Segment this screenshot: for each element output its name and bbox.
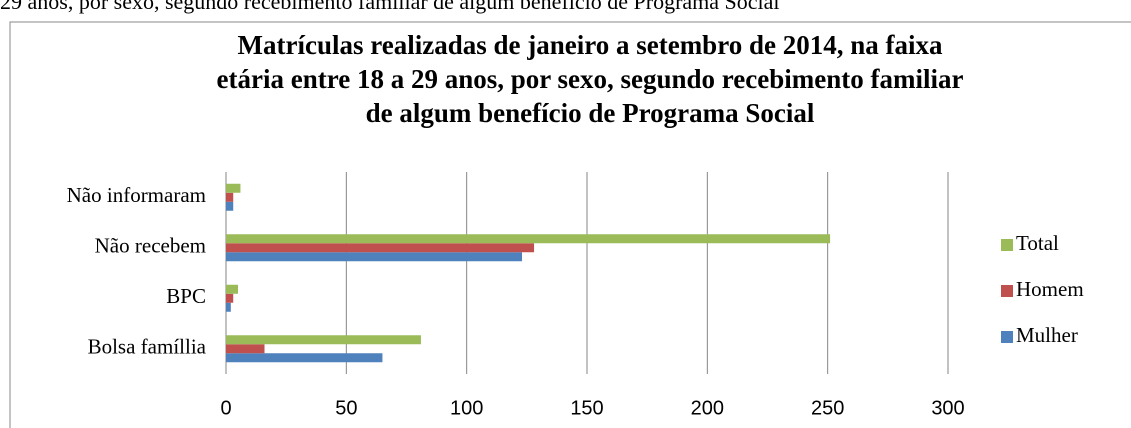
x-tick-label: 200 bbox=[691, 397, 724, 419]
x-tick-label: 250 bbox=[811, 397, 844, 419]
bar bbox=[226, 284, 239, 294]
bar bbox=[226, 201, 234, 211]
bar bbox=[226, 335, 421, 345]
bar bbox=[226, 344, 265, 354]
bar bbox=[226, 293, 234, 303]
bar bbox=[226, 234, 831, 244]
chart-frame bbox=[9, 21, 1131, 428]
bar bbox=[226, 302, 231, 312]
bar bbox=[226, 252, 523, 262]
chart-title: Matrículas realizadas de janeiro a setem… bbox=[238, 30, 943, 60]
bar bbox=[226, 243, 535, 253]
y-tick-label: Bolsa famíllia bbox=[88, 335, 207, 359]
x-tick-label: 0 bbox=[220, 397, 231, 419]
legend-label: Homem bbox=[1016, 277, 1084, 301]
chart-title: de algum benefício de Programa Social bbox=[366, 98, 815, 128]
x-tick-label: 100 bbox=[450, 397, 483, 419]
x-tick-label: 50 bbox=[335, 397, 357, 419]
y-tick-label: Não informaram bbox=[67, 183, 206, 207]
bar bbox=[226, 353, 383, 363]
y-tick-label: Não recebem bbox=[95, 234, 206, 258]
bar bbox=[226, 192, 234, 202]
caption: 29 anos, por sexo, segundo recebimento f… bbox=[0, 0, 780, 14]
legend-label: Mulher bbox=[1016, 323, 1078, 347]
y-tick-label: BPC bbox=[166, 284, 206, 308]
x-tick-label: 300 bbox=[931, 397, 964, 419]
bar bbox=[226, 183, 241, 193]
legend-label: Total bbox=[1016, 231, 1059, 255]
legend-swatch bbox=[1001, 331, 1013, 343]
x-tick-label: 150 bbox=[570, 397, 603, 419]
legend-swatch bbox=[1001, 239, 1013, 251]
legend-swatch bbox=[1001, 285, 1013, 297]
chart-title: etária entre 18 a 29 anos, por sexo, seg… bbox=[217, 64, 964, 94]
